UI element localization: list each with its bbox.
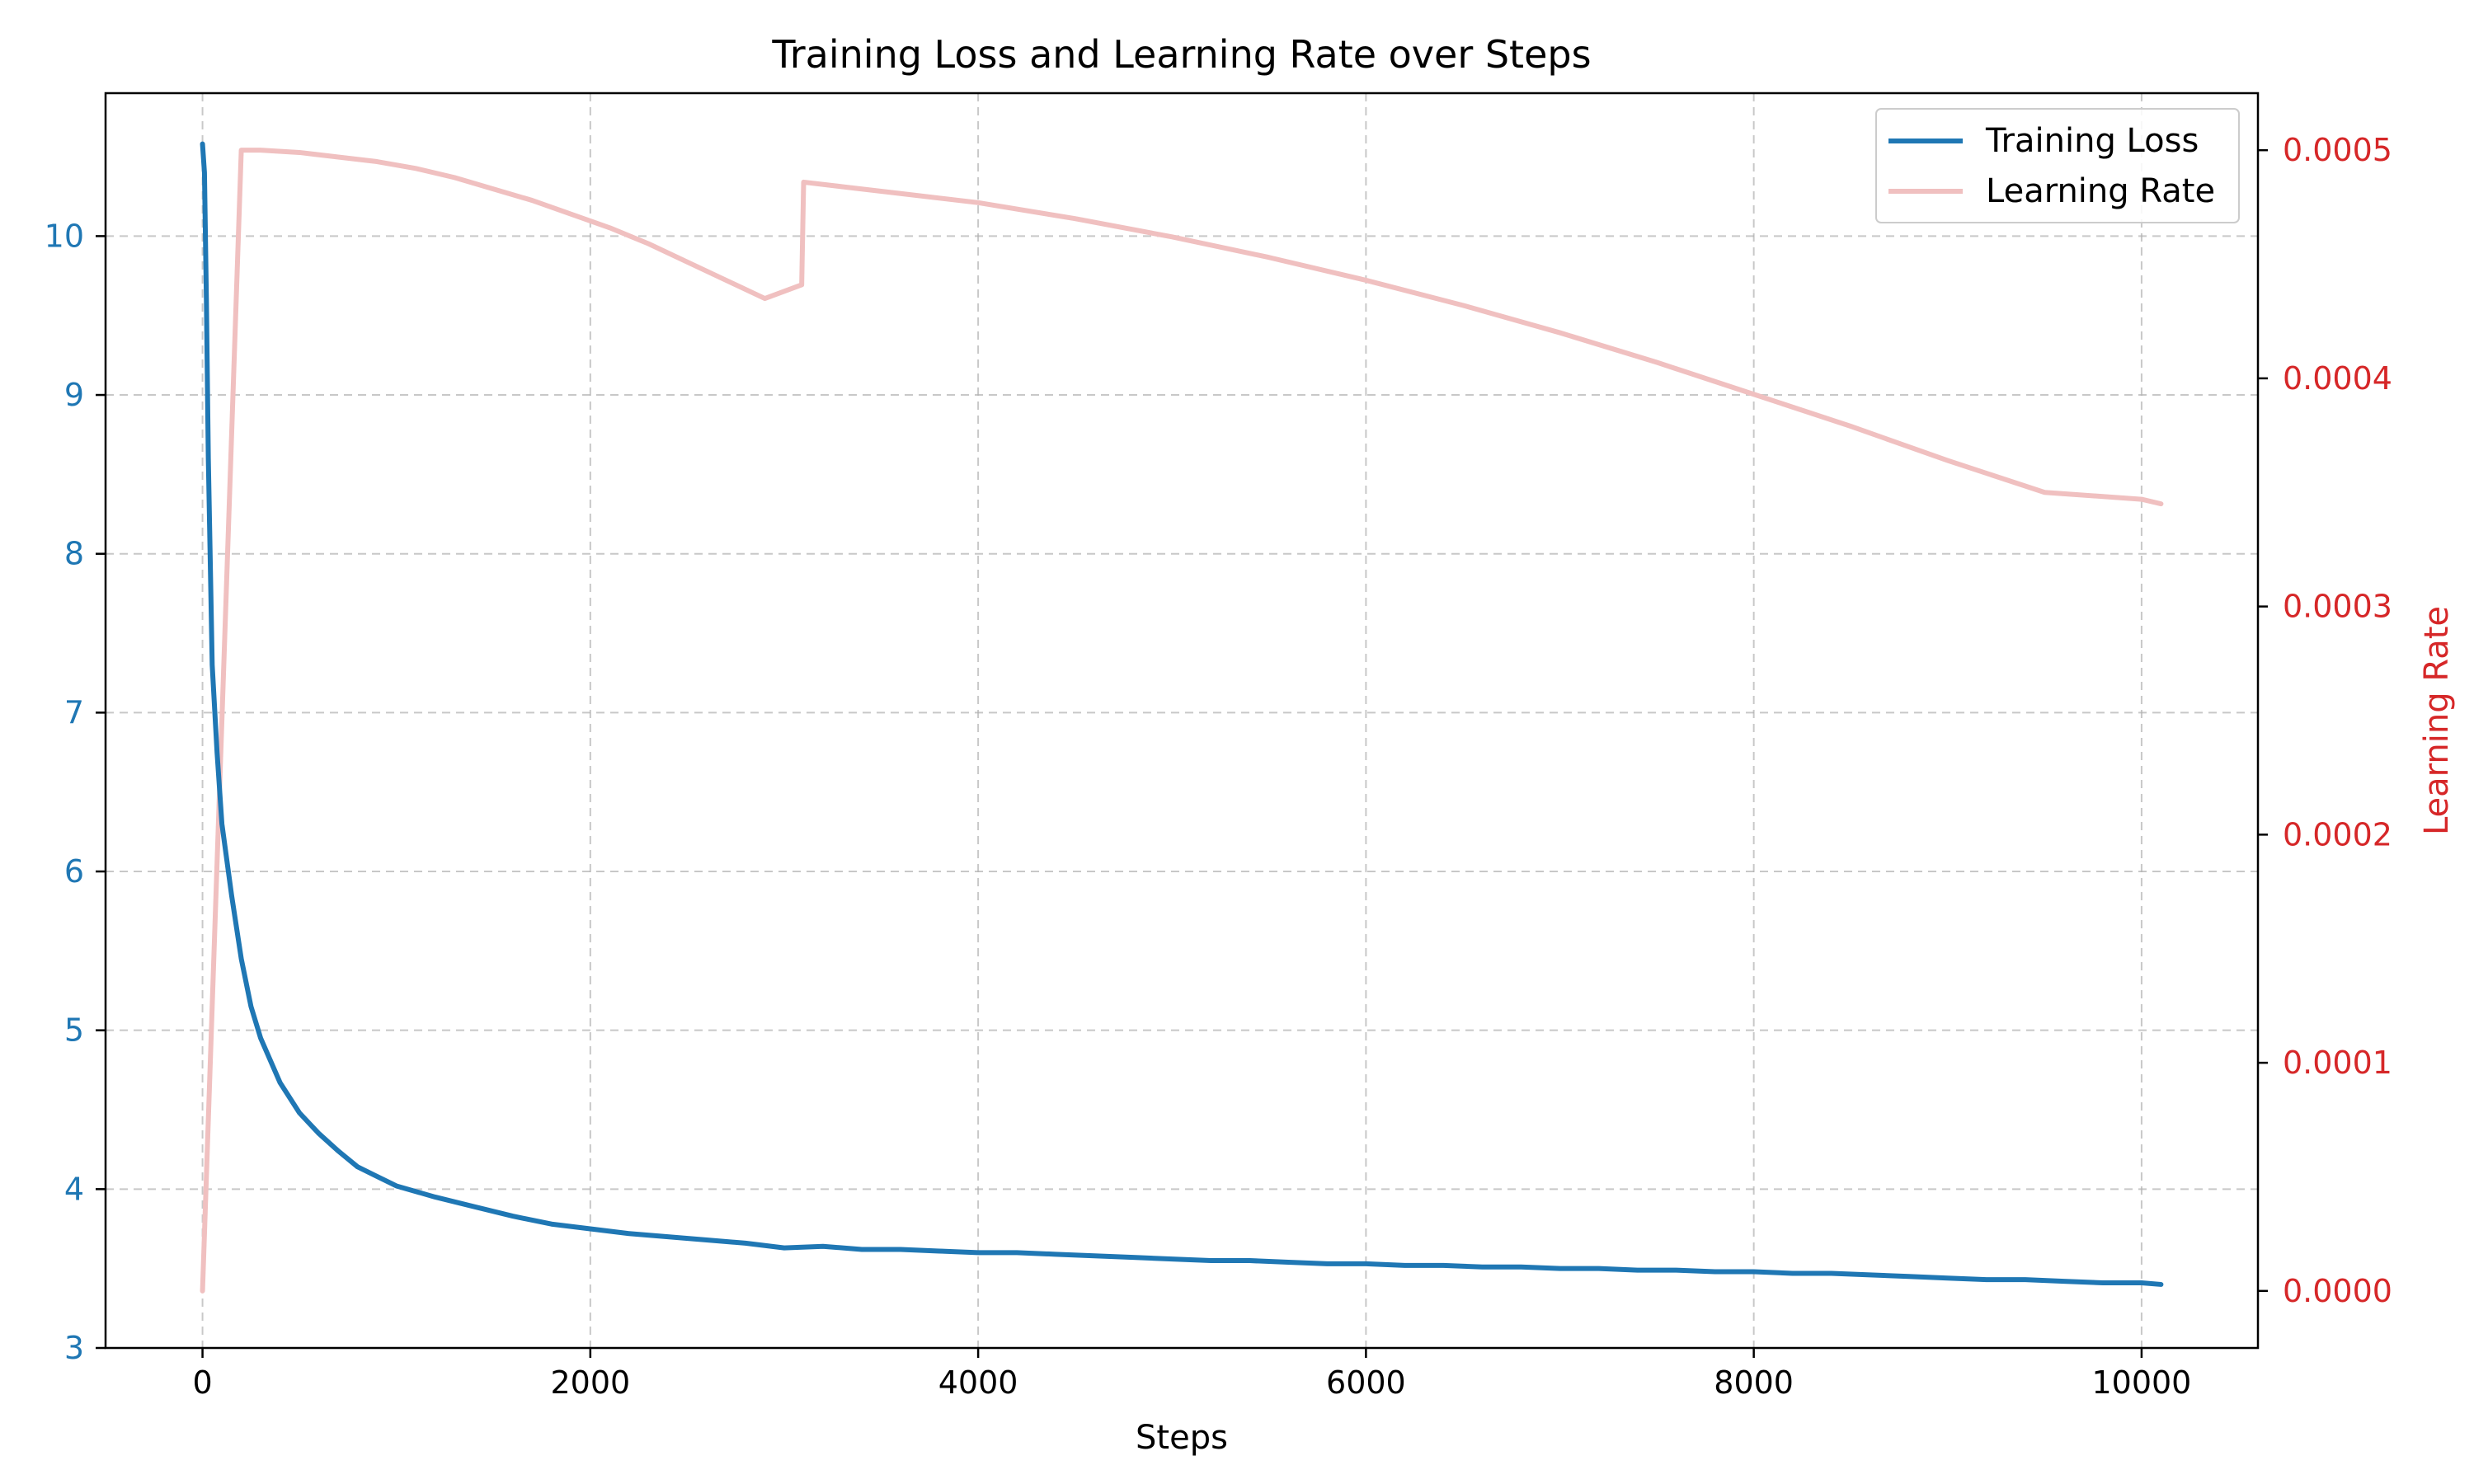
x-tick-label: 0 bbox=[192, 1364, 212, 1401]
left-tick-label: 5 bbox=[64, 1012, 84, 1049]
left-tick-label: 4 bbox=[64, 1171, 84, 1207]
legend-label-training-loss: Training Loss bbox=[1985, 122, 2199, 160]
plot-frame bbox=[104, 92, 2260, 1350]
right-tick-label: 0.0001 bbox=[2283, 1045, 2392, 1081]
left-tick-label: 10 bbox=[45, 218, 84, 254]
right-tick-label: 0.0005 bbox=[2283, 132, 2392, 168]
right-axis-label: Learning Rate bbox=[2418, 606, 2456, 835]
series-line-training-loss bbox=[200, 141, 2164, 1287]
left-tick-label: 7 bbox=[64, 694, 84, 730]
right-tick-label: 0.0004 bbox=[2283, 360, 2392, 397]
legend-label-learning-rate: Learning Rate bbox=[1986, 172, 2215, 210]
series-line-learning-rate bbox=[200, 148, 2164, 1294]
right-tick-label: 0.0000 bbox=[2283, 1273, 2392, 1309]
x-axis-label: Steps bbox=[1136, 1419, 1228, 1457]
left-tick-label: 8 bbox=[64, 536, 84, 572]
x-tick-label: 4000 bbox=[938, 1364, 1018, 1401]
axes: 0 2000 4000 6000 8000 10000 3 4 5 6 7 8 9 10 0.0000 0.0… bbox=[45, 132, 2392, 1401]
legend-box bbox=[1875, 108, 2240, 223]
grid bbox=[106, 93, 2258, 1348]
left-tick-label: 3 bbox=[64, 1330, 84, 1366]
chart-title: Training Loss and Learning Rate over Ste… bbox=[771, 32, 1591, 77]
legend: Training Loss Learning Rate bbox=[1875, 108, 2240, 223]
x-tick-label: 8000 bbox=[1714, 1364, 1794, 1401]
left-tick-label: 9 bbox=[64, 377, 84, 413]
series-layer bbox=[200, 141, 2164, 1294]
x-tick-label: 6000 bbox=[1326, 1364, 1406, 1401]
x-tick-label: 2000 bbox=[550, 1364, 630, 1401]
left-tick-label: 6 bbox=[64, 853, 84, 890]
x-tick-label: 10000 bbox=[2091, 1364, 2191, 1401]
right-tick-label: 0.0003 bbox=[2283, 589, 2392, 625]
right-tick-label: 0.0002 bbox=[2283, 816, 2392, 852]
